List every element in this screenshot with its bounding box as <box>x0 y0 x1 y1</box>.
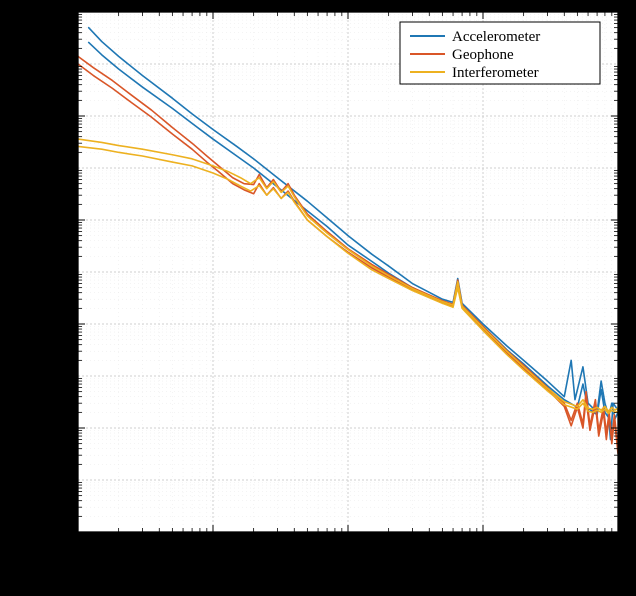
legend-label: Geophone <box>452 47 514 63</box>
legend-label: Accelerometer <box>452 29 540 45</box>
legend-label: Interferometer <box>452 65 539 81</box>
chart-container: Accelerometer Geophone Interferometer <box>0 0 636 596</box>
legend: Accelerometer Geophone Interferometer <box>400 22 600 84</box>
chart-svg: Accelerometer Geophone Interferometer <box>0 0 636 596</box>
